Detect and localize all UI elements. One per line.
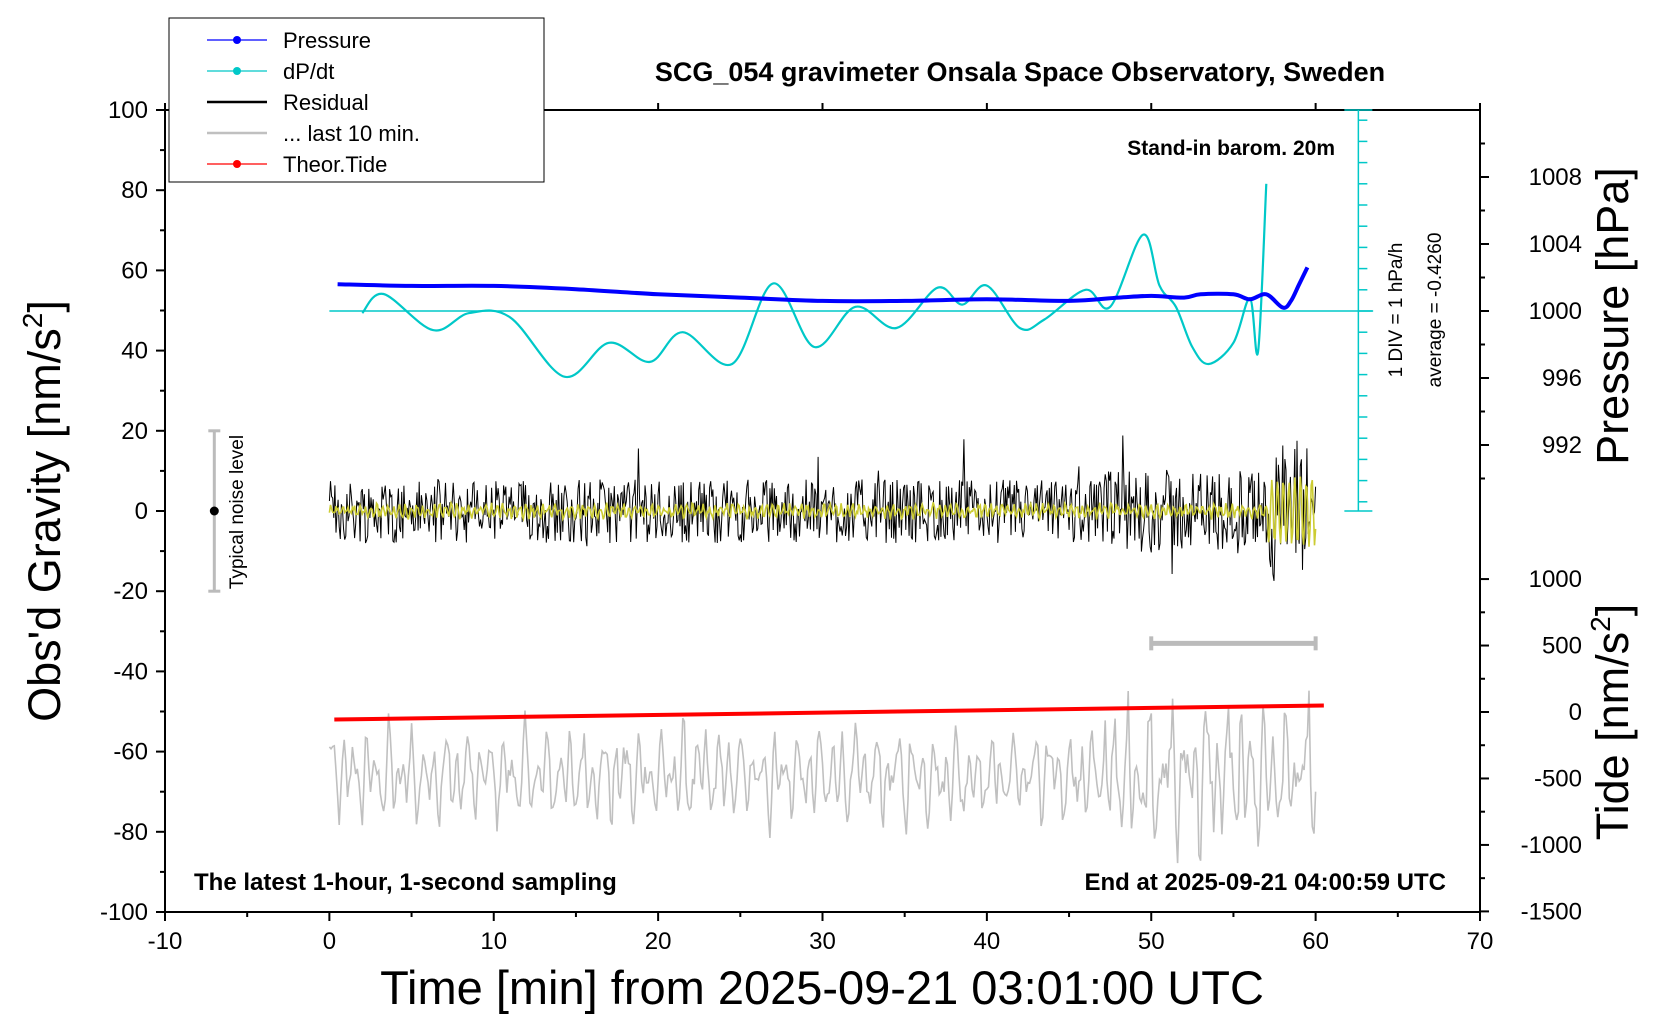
x-tick-label: 70 <box>1467 928 1494 955</box>
y-tick-label: -40 <box>113 658 148 685</box>
legend-box <box>168 17 545 183</box>
x-tick-label: 10 <box>480 928 507 955</box>
x-tick-label: 20 <box>645 928 672 955</box>
y-axis-label-left-sup: 2 <box>17 313 48 329</box>
legend-label: Theor.Tide <box>283 152 387 177</box>
y-tick-label: 60 <box>121 257 148 284</box>
pressure-tick-label: 1008 <box>1529 164 1582 191</box>
average-label: average = -0.4260 <box>1425 233 1446 388</box>
y-tick-label: 20 <box>121 418 148 445</box>
x-tick-label: 60 <box>1302 928 1329 955</box>
x-tick-label: 0 <box>323 928 336 955</box>
tide-line <box>334 703 1324 722</box>
residual-line <box>328 435 1317 581</box>
dpdt-scale-bar <box>1344 109 1373 512</box>
x-tick-label: 30 <box>809 928 836 955</box>
legend-marker <box>233 36 241 44</box>
x-tick-label: 50 <box>1138 928 1165 955</box>
y-tick-label: -20 <box>113 578 148 605</box>
legend-label: ... last 10 min. <box>283 121 420 146</box>
y-tick-label: -80 <box>113 819 148 846</box>
tide-axis-label-tail: ] <box>1587 604 1638 617</box>
y-tick-label: -60 <box>113 739 148 766</box>
tide-axis-label-main: Tide [nm/s <box>1587 632 1638 840</box>
dpdt-series <box>329 183 1374 378</box>
y-axis-ticks: 100 80 60 40 20 0 -20 -40 -60 -80 -100 <box>100 97 165 926</box>
pressure-series <box>337 266 1310 310</box>
tide-tick-label: -1000 <box>1521 832 1582 859</box>
x-tick-label: 40 <box>974 928 1001 955</box>
last-10-min-bar <box>1149 636 1318 651</box>
pressure-tick-label: 1004 <box>1529 231 1582 258</box>
y-axis-label-left-main: Obs'd Gravity [nm/s <box>19 328 70 722</box>
x-tick-label: -10 <box>148 928 183 955</box>
typical-noise-bar <box>208 429 221 593</box>
legend-label: Residual <box>283 90 369 115</box>
pressure-tick-label: 996 <box>1542 365 1582 392</box>
pressure-axis-label: Pressure [hPa] <box>1587 167 1638 465</box>
pressure-axis-ticks: 1008 1004 1000 996 992 <box>1479 110 1582 512</box>
residual-series <box>328 435 1317 581</box>
dpdt-line <box>361 183 1268 378</box>
tide-axis-ticks: 1000 500 0 -500 -1000 -1500 <box>1480 566 1582 925</box>
x-axis-label: Time [min] from 2025-09-21 03:01:00 UTC <box>380 961 1264 1014</box>
noise-bar-center <box>209 506 219 516</box>
y-tick-label: 80 <box>121 177 148 204</box>
legend-label: Pressure <box>283 28 371 53</box>
y-axis-label-left: Obs'd Gravity [nm/s2] <box>17 300 70 722</box>
tide-axis-label-sup: 2 <box>1585 616 1616 632</box>
noise-label: Typical noise level <box>227 435 248 589</box>
x-axis-ticks: -10 0 10 20 30 40 50 60 70 <box>148 103 1494 955</box>
tide-tick-label: 1000 <box>1529 566 1582 593</box>
pressure-line <box>337 266 1310 310</box>
chart-title: SCG_054 gravimeter Onsala Space Observat… <box>655 57 1385 87</box>
residual-filtered-line <box>328 476 1317 547</box>
theoretical-tide-series <box>334 703 1324 722</box>
tide-tick-label: -1500 <box>1521 898 1582 925</box>
last-10-min-line <box>328 690 1317 864</box>
y-axis-label-left-tail: ] <box>19 300 70 313</box>
last-10-min-series <box>328 690 1317 864</box>
tide-axis-label: Tide [nm/s2] <box>1585 604 1638 840</box>
legend-label: dP/dt <box>283 59 334 84</box>
y-tick-label: 0 <box>135 498 148 525</box>
pressure-tick-label: 1000 <box>1529 298 1582 325</box>
tide-tick-label: -500 <box>1534 765 1582 792</box>
div-label: 1 DIV = 1 hPa/h <box>1386 243 1407 378</box>
tide-tick-label: 500 <box>1542 633 1582 660</box>
y-tick-label: 40 <box>121 338 148 365</box>
y-tick-label: 100 <box>108 97 148 124</box>
barometer-note: Stand-in barom. 20m <box>1127 137 1335 160</box>
tide-tick-label: 0 <box>1569 699 1582 726</box>
bottom-right-note: End at 2025-09-21 04:00:59 UTC <box>1085 869 1447 896</box>
y-tick-label: -100 <box>100 899 148 926</box>
legend: Pressure dP/dt Residual ... last 10 min. The… <box>168 17 545 183</box>
legend-marker <box>233 67 241 75</box>
bottom-left-note: The latest 1-hour, 1-second sampling <box>194 869 617 896</box>
legend-marker <box>233 160 241 168</box>
pressure-tick-label: 992 <box>1542 432 1582 459</box>
